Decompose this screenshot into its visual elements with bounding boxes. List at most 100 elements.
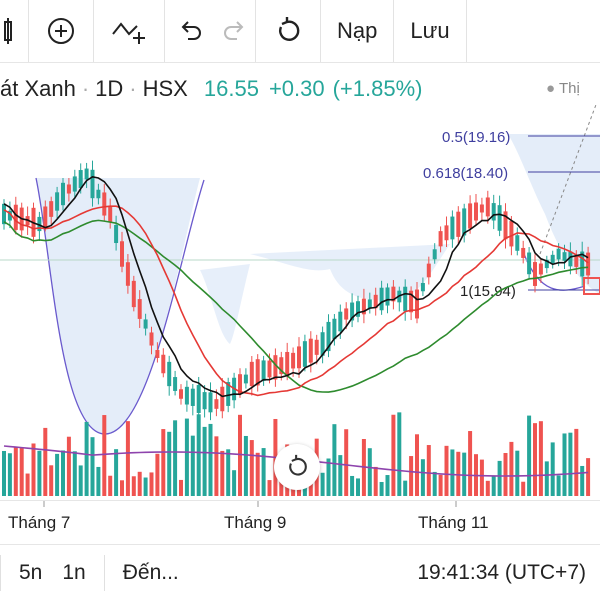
volume-bar — [574, 428, 579, 496]
volume-bar — [243, 435, 248, 496]
volume-bar — [43, 427, 48, 496]
volume-bar — [13, 447, 18, 496]
volume-bar — [61, 450, 65, 496]
range-1y-button[interactable]: 1n — [62, 561, 86, 584]
candle — [143, 313, 148, 336]
volume-bar — [137, 471, 142, 496]
volume-bar — [379, 481, 384, 496]
clock[interactable]: 19:41:34 (UTC+7) — [417, 561, 586, 584]
candle — [255, 354, 260, 392]
save-button[interactable]: Lưu — [410, 18, 450, 43]
undo-icon[interactable] — [165, 0, 215, 62]
bottom-divider — [0, 555, 1, 591]
candle — [456, 206, 461, 245]
candle — [249, 356, 254, 396]
toolbar-divider — [28, 0, 29, 62]
volume-bar — [320, 472, 325, 496]
volume-bar — [550, 442, 555, 496]
ma-mid-line — [3, 205, 589, 397]
price-chart[interactable]: 0.5(19.16) 0.618(18.40) 1(15.94) — [0, 104, 600, 500]
candle — [43, 200, 48, 232]
fib-label-1: 1(15.94) — [460, 283, 516, 300]
volume-bar — [184, 418, 189, 496]
volume-bar — [397, 412, 402, 496]
add-indicator-icon[interactable] — [94, 0, 164, 62]
toolbar-divider — [320, 0, 321, 62]
candle — [450, 210, 455, 248]
candle — [279, 351, 284, 381]
legend-hint[interactable]: ● Thị — [546, 80, 580, 97]
volume-bar — [226, 449, 231, 496]
volume-bar — [432, 471, 437, 496]
candle — [2, 199, 6, 230]
volume-bar — [556, 475, 561, 496]
candle — [208, 382, 213, 421]
candle — [462, 203, 467, 243]
volume-bar — [444, 445, 449, 496]
fib-label-0618: 0.618(18.40) — [423, 165, 508, 182]
goto-date-button[interactable]: Đến... — [122, 561, 179, 584]
volume-bar — [25, 473, 30, 496]
trend-dashed-line — [539, 104, 597, 255]
volume-bar — [155, 453, 160, 496]
volume-bar — [238, 414, 242, 496]
volume-bar — [497, 460, 502, 496]
candle — [497, 195, 502, 237]
volume-bar — [232, 470, 237, 496]
volume-bar — [78, 465, 83, 496]
candle — [527, 247, 532, 280]
candle — [432, 243, 437, 264]
reload-icon[interactable] — [256, 0, 320, 62]
volume-bar — [456, 451, 461, 496]
separator-dot: · — [129, 76, 137, 101]
candle — [586, 246, 591, 285]
symbol-interval[interactable]: 1D — [95, 76, 124, 101]
candle — [426, 256, 431, 285]
candle — [37, 211, 42, 242]
candle — [485, 190, 490, 224]
volume-bar — [161, 429, 166, 496]
candle — [131, 275, 136, 312]
candle — [66, 178, 71, 202]
candle — [533, 254, 537, 293]
reset-chart-icon[interactable] — [274, 444, 320, 490]
volume-bar — [580, 465, 585, 496]
volume-bar — [503, 453, 508, 496]
candle — [538, 259, 543, 283]
symbol-name[interactable]: át Xanh — [0, 76, 76, 101]
bars-icon[interactable] — [0, 0, 28, 62]
volume-bar — [562, 433, 567, 496]
candle — [184, 380, 189, 412]
range-5y-button[interactable]: 5n — [19, 561, 43, 584]
last-price: 16.55 — [203, 76, 259, 101]
x-label-nov: Tháng 11 — [418, 513, 489, 532]
volume-bar — [214, 436, 219, 496]
fib-retracement[interactable]: 0.5(19.16) 0.618(18.40) 1(15.94) — [423, 129, 600, 300]
toolbar-divider — [393, 0, 395, 62]
volume-bar — [373, 466, 378, 496]
volume-bar — [344, 429, 349, 496]
candle — [90, 160, 95, 207]
candle — [403, 279, 408, 321]
candle — [7, 201, 12, 229]
candle — [220, 378, 225, 419]
volume-bar — [479, 459, 484, 496]
add-circle-icon[interactable] — [29, 0, 93, 62]
volume-bar — [108, 475, 113, 496]
volume-bar — [403, 480, 408, 496]
candle — [102, 184, 107, 222]
candle — [72, 169, 77, 199]
candle — [114, 215, 119, 251]
volume-bar — [72, 451, 77, 496]
volume-bar — [438, 474, 443, 496]
top-toolbar: Nạp Lưu — [0, 0, 600, 63]
candle — [285, 342, 290, 381]
candle — [474, 193, 478, 225]
volume-bar — [515, 450, 520, 496]
candle — [391, 280, 396, 310]
candle — [214, 389, 219, 417]
redo-icon[interactable] — [215, 0, 255, 62]
load-button[interactable]: Nạp — [337, 18, 378, 43]
time-axis[interactable]: Tháng 7 Tháng 9 Tháng 11 — [0, 500, 600, 545]
volume-bar — [533, 423, 537, 496]
